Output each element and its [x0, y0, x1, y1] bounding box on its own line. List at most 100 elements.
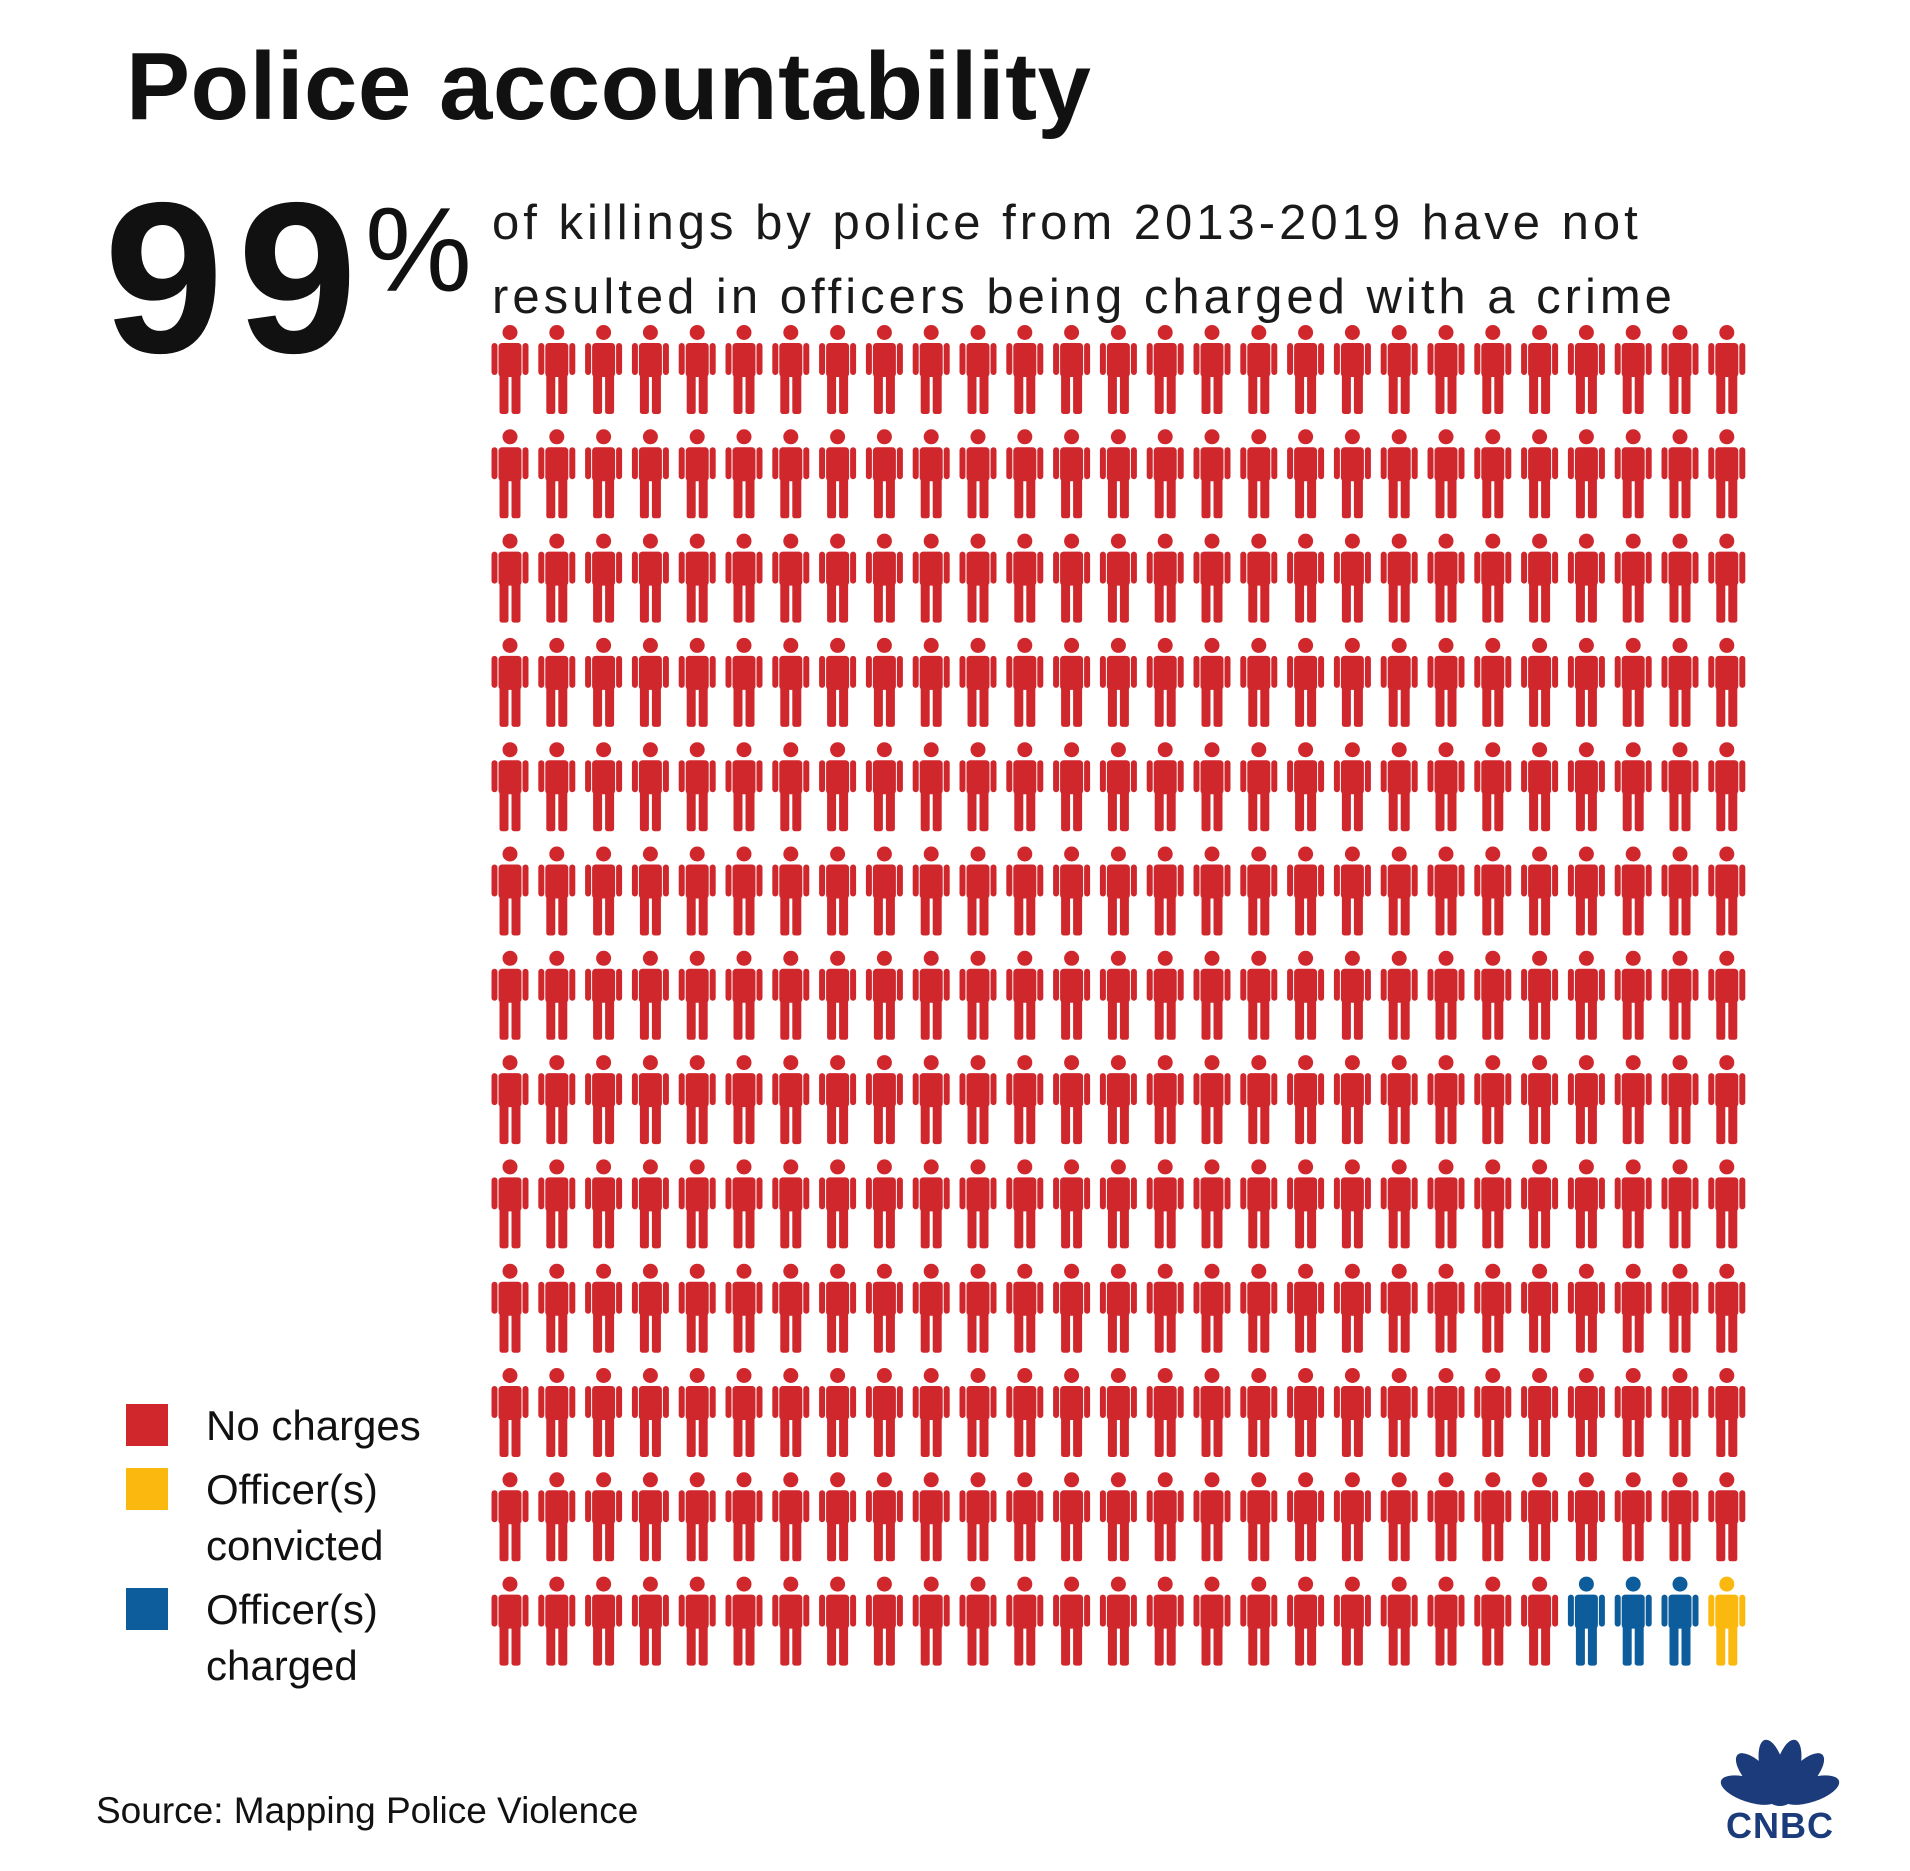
person-icon-no-charges	[1006, 1472, 1044, 1562]
person-icon-no-charges	[678, 950, 716, 1040]
person-icon-no-charges	[1380, 950, 1418, 1040]
person-icon-no-charges	[1053, 533, 1091, 623]
person-icon-no-charges	[1240, 950, 1278, 1040]
person-icon-no-charges	[1333, 429, 1371, 519]
person-icon-no-charges	[725, 637, 763, 727]
person-icon-no-charges	[1099, 1159, 1137, 1249]
person-icon-no-charges	[865, 429, 903, 519]
person-icon-no-charges	[865, 1368, 903, 1457]
person-icon-no-charges	[1240, 1263, 1278, 1353]
person-icon-no-charges	[725, 1472, 763, 1562]
person-icon-no-charges	[491, 1159, 529, 1249]
person-icon-no-charges	[772, 846, 810, 936]
person-icon-no-charges	[959, 1263, 997, 1353]
nbc-peacock-icon	[1720, 1739, 1840, 1806]
person-icon-no-charges	[725, 1368, 763, 1457]
person-icon-no-charges	[1006, 1368, 1044, 1457]
person-icon-no-charges	[538, 1576, 576, 1666]
person-icon-no-charges	[1240, 1055, 1278, 1145]
person-icon-no-charges	[865, 1055, 903, 1145]
person-icon-no-charges	[678, 429, 716, 519]
person-icon-no-charges	[1006, 1263, 1044, 1353]
person-icon-no-charges	[819, 429, 857, 519]
person-icon-no-charges	[725, 1159, 763, 1249]
person-icon-no-charges	[1287, 533, 1325, 623]
person-icon-no-charges	[1427, 1263, 1465, 1353]
person-icon-no-charges	[585, 325, 623, 414]
person-icon-no-charges	[1287, 950, 1325, 1040]
person-icon-no-charges	[1567, 846, 1605, 936]
person-icon-no-charges	[1146, 950, 1184, 1040]
source-note: Source: Mapping Police Violence	[96, 1790, 639, 1831]
person-icon-no-charges	[491, 325, 529, 414]
person-icon-no-charges	[865, 950, 903, 1040]
person-icon-no-charges	[538, 950, 576, 1040]
person-icon-no-charges	[1427, 429, 1465, 519]
person-icon-no-charges	[1146, 1472, 1184, 1562]
person-icon-no-charges	[819, 1263, 857, 1353]
person-icon-no-charges	[1567, 1368, 1605, 1457]
person-icon-no-charges	[959, 1055, 997, 1145]
person-icon-no-charges	[1006, 846, 1044, 936]
person-icon-no-charges	[678, 1472, 716, 1562]
person-icon-no-charges	[1193, 533, 1231, 623]
person-icon-no-charges	[678, 325, 716, 414]
person-icon-no-charges	[725, 1055, 763, 1145]
person-icon-no-charges	[912, 846, 950, 936]
person-icon-no-charges	[1099, 1576, 1137, 1666]
person-icon-no-charges	[538, 533, 576, 623]
person-icon-no-charges	[772, 742, 810, 832]
person-icon-no-charges	[1146, 533, 1184, 623]
person-icon-no-charges	[1099, 1055, 1137, 1145]
person-icon-no-charges	[1474, 1055, 1512, 1145]
person-icon-no-charges	[1193, 429, 1231, 519]
person-icon-no-charges	[1567, 325, 1605, 414]
person-icon-no-charges	[912, 1368, 950, 1457]
person-icon-no-charges	[538, 1472, 576, 1562]
person-icon-no-charges	[1146, 1576, 1184, 1666]
person-icon-no-charges	[1567, 1159, 1605, 1249]
person-icon-no-charges	[491, 1263, 529, 1353]
person-icon-no-charges	[1661, 1472, 1699, 1562]
person-icon-no-charges	[1193, 1263, 1231, 1353]
person-icon-no-charges	[1521, 1576, 1559, 1666]
person-icon-officer-s-charged	[1661, 1576, 1699, 1666]
person-icon-no-charges	[631, 1159, 669, 1249]
person-icon-no-charges	[631, 846, 669, 936]
legend-swatch-no-charges	[126, 1404, 168, 1446]
person-icon-no-charges	[631, 742, 669, 832]
person-icon-no-charges	[1661, 533, 1699, 623]
person-icon-no-charges	[725, 1576, 763, 1666]
person-icon-no-charges	[1146, 846, 1184, 936]
person-icon-no-charges	[1427, 950, 1465, 1040]
person-icon-no-charges	[1146, 1368, 1184, 1457]
person-icon-no-charges	[1427, 1368, 1465, 1457]
person-icon-no-charges	[585, 429, 623, 519]
person-icon-no-charges	[1053, 325, 1091, 414]
person-icon-no-charges	[1006, 950, 1044, 1040]
person-icon-no-charges	[1567, 1472, 1605, 1562]
person-icon-no-charges	[678, 1576, 716, 1666]
person-icon-no-charges	[1333, 950, 1371, 1040]
person-icon-no-charges	[1708, 1055, 1746, 1145]
person-icon-no-charges	[1099, 1368, 1137, 1457]
person-icon-no-charges	[1708, 533, 1746, 623]
person-icon-no-charges	[1333, 1368, 1371, 1457]
person-icon-no-charges	[1661, 1055, 1699, 1145]
person-icon-no-charges	[678, 1159, 716, 1249]
person-icon-no-charges	[1380, 846, 1418, 936]
person-icon-no-charges	[1661, 325, 1699, 414]
person-icon-no-charges	[631, 1576, 669, 1666]
person-icon-no-charges	[912, 742, 950, 832]
person-icon-no-charges	[1708, 1159, 1746, 1249]
person-icon-no-charges	[678, 533, 716, 623]
person-icon-no-charges	[912, 1159, 950, 1249]
person-icon-no-charges	[1240, 1472, 1278, 1562]
person-icon-no-charges	[1521, 325, 1559, 414]
person-icon-no-charges	[725, 1263, 763, 1353]
person-icon-no-charges	[819, 846, 857, 936]
person-icon-no-charges	[1099, 429, 1137, 519]
person-icon-no-charges	[1287, 429, 1325, 519]
person-icon-no-charges	[585, 533, 623, 623]
person-icon-no-charges	[1006, 1055, 1044, 1145]
